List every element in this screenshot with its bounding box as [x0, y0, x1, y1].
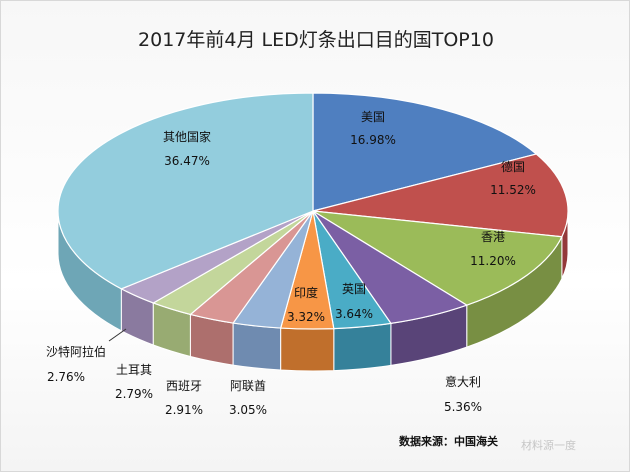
slice-value-5: 3.32% — [287, 310, 325, 324]
pie-slice-0 — [312, 92, 538, 212]
pie-slice-1 — [312, 153, 569, 238]
slice-label-7: 西班牙 — [166, 379, 202, 393]
pie-side-walls — [57, 210, 569, 372]
slice-value-0: 16.98% — [350, 133, 396, 147]
pie-slice-2 — [312, 210, 563, 306]
pie-top — [57, 92, 569, 330]
pie-side-4 — [333, 322, 392, 372]
slice-value-10: 36.47% — [164, 154, 210, 168]
slice-labels: 美国 16.98% 德国 11.52% 香港 11.20% 意大利 5.36% 英国 3.64% 印… — [46, 110, 536, 417]
slice-label-9: 沙特阿拉伯 — [46, 344, 106, 359]
leader-line — [108, 328, 127, 342]
slice-label-5: 印度 — [294, 285, 318, 300]
slice-value-7: 2.91% — [165, 403, 203, 417]
pie-slice-10 — [57, 92, 314, 290]
source-note: 数据来源：中国海关 — [399, 435, 498, 448]
slice-label-2: 香港 — [481, 230, 505, 244]
slice-label-8: 土耳其 — [116, 363, 152, 377]
watermark: 材料源一度 — [521, 439, 576, 452]
slice-value-2: 11.20% — [470, 254, 516, 268]
slice-value-9: 2.76% — [47, 370, 85, 384]
slice-label-4: 英国 — [342, 282, 366, 296]
pie-side-5 — [280, 327, 335, 372]
slice-value-3: 5.36% — [444, 400, 482, 414]
slice-label-0: 美国 — [361, 110, 385, 124]
slice-label-10: 其他国家 — [163, 129, 211, 144]
slice-label-3: 意大利 — [445, 374, 481, 389]
slice-label-1: 德国 — [501, 159, 525, 174]
slice-value-6: 3.05% — [229, 403, 267, 417]
slice-value-1: 11.52% — [490, 183, 536, 197]
slice-value-8: 2.79% — [115, 387, 153, 401]
slice-value-4: 3.64% — [335, 307, 373, 321]
pie-side-6 — [232, 322, 282, 371]
slice-label-6: 阿联酋 — [230, 378, 266, 393]
chart-title: 2017年前4月 LED灯条出口目的国TOP10 — [138, 29, 494, 51]
